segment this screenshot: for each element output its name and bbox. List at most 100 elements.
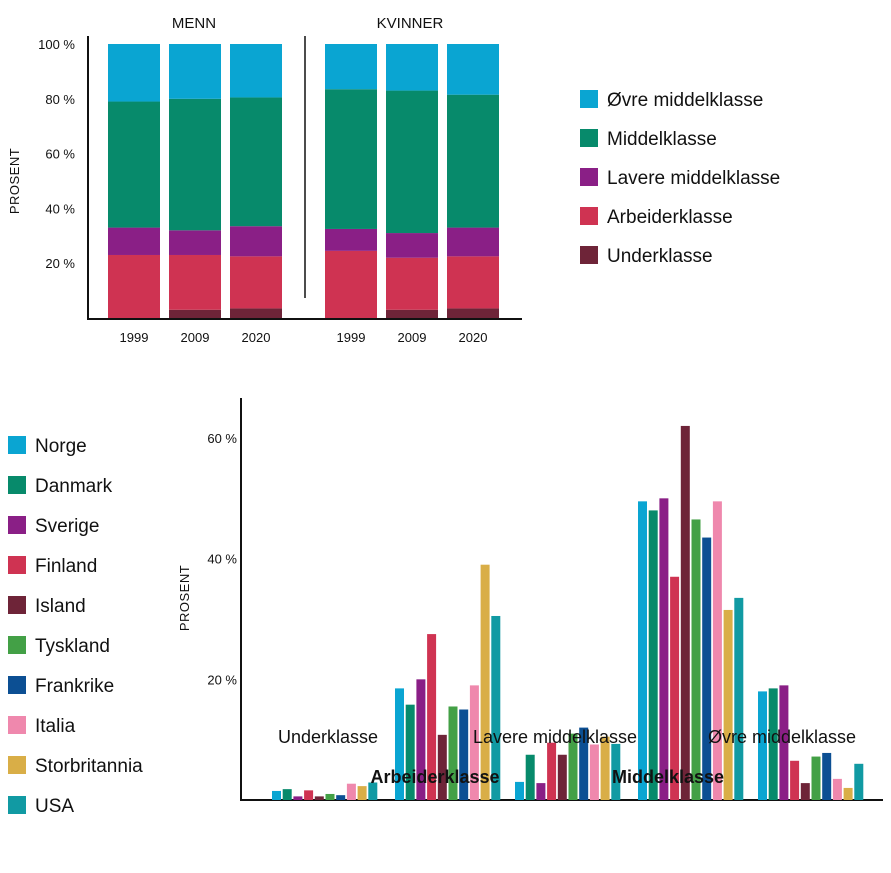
legend-label-italia: Italia [35,716,76,737]
stack-segment-ovre-middelklasse [230,44,282,98]
bar-arbeiderklasse-norge [395,688,404,800]
legend-label-tyskland: Tyskland [35,636,110,657]
stack-segment-lavere-middelklasse [230,226,282,257]
bottom-ytick-label: 40 % [207,552,237,567]
legend-swatch-ovre-middelklasse [580,90,598,108]
stack-segment-lavere-middelklasse [386,233,438,258]
stack-segment-ovre-middelklasse [325,44,377,90]
top-xtick-label: 1999 [120,330,149,345]
legend-swatch-finland [8,556,26,574]
legend-swatch-storbritannia [8,756,26,774]
category-label-underklasse: Underklasse [278,727,378,747]
bottom-grouped-chart: PROSENT 20 % 40 % 60 % Underklasse Arbeiderk… [8,398,883,817]
bar-lavere-middelklasse-frankrike [579,727,589,800]
legend-swatch-middelklasse [580,129,598,147]
legend-swatch-italia [8,716,26,734]
stack-segment-arbeiderklasse [108,254,160,318]
legend-swatch-arbeiderklasse [580,207,598,225]
bar-lavere-middelklasse-italia [589,744,599,800]
bar-middelklasse-usa [734,597,744,800]
stack-segment-arbeiderklasse [325,250,377,318]
bar-lavere-middelklasse-storbritannia [600,736,610,800]
stack-segment-arbeiderklasse [230,256,282,309]
stack-segment-middelklasse [325,89,377,229]
top-xtick-label: 2020 [242,330,271,345]
stack-segment-middelklasse [447,94,499,228]
legend-swatch-norge [8,436,26,454]
stack-segment-ovre-middelklasse [447,44,499,95]
legend-label-middelklasse: Middelklasse [607,129,717,150]
bar-middelklasse-storbritannia [723,609,733,800]
stack-segment-ovre-middelklasse [108,44,160,102]
bar-middelklasse-tyskland [691,519,701,800]
stack-segment-middelklasse [169,98,221,231]
stack-segment-underklasse [230,308,282,318]
bar-ovre-middelklasse-usa [854,763,864,800]
bar-lavere-middelklasse-finland [547,742,557,800]
top-xtick-label: 2009 [398,330,427,345]
bar-middelklasse-frankrike [702,537,712,800]
bar-arbeiderklasse-island [437,734,447,800]
legend-label-danmark: Danmark [35,476,113,497]
bar-lavere-middelklasse-danmark [525,754,535,800]
top-ytick-label: 20 % [45,256,75,271]
legend-swatch-frankrike [8,676,26,694]
category-label-middelklasse: Middelklasse [612,767,724,787]
legend-label-frankrike: Frankrike [35,676,114,697]
category-label-arbeiderklasse: Arbeiderklasse [370,767,499,787]
stack-segment-arbeiderklasse [169,254,221,310]
legend-swatch-usa [8,796,26,814]
bar-ovre-middelklasse-norge [758,691,767,800]
top-xtick-label: 2009 [181,330,210,345]
bar-underklasse-norge [272,790,281,800]
stack-segment-lavere-middelklasse [325,228,377,251]
bar-underklasse-finland [304,790,314,800]
legend-label-finland: Finland [35,556,97,577]
legend-label-usa: USA [35,796,74,817]
stack-segment-underklasse [447,308,499,318]
bar-underklasse-island [314,796,324,800]
bar-underklasse-tyskland [325,793,335,800]
bar-middelklasse-finland [670,576,680,800]
stack-segment-ovre-middelklasse [169,44,221,99]
bar-arbeiderklasse-storbritannia [480,564,490,800]
category-label-ovre-middelklasse: Øvre middelklasse [708,727,856,747]
stack-segment-ovre-middelklasse [386,44,438,91]
legend-label-lavere-middelklasse: Lavere middelklasse [607,168,780,189]
bar-ovre-middelklasse-storbritannia [843,787,853,800]
legend-label-sverige: Sverige [35,516,99,537]
legend-swatch-tyskland [8,636,26,654]
bar-ovre-middelklasse-tyskland [811,756,821,800]
legend-swatch-island [8,596,26,614]
group-title-kvinner: KVINNER [377,15,444,32]
bar-underklasse-italia [346,783,356,800]
stack-segment-middelklasse [108,101,160,228]
top-xtick-label: 2020 [459,330,488,345]
bar-ovre-middelklasse-finland [790,760,800,800]
bottom-ytick-label: 20 % [207,672,237,687]
stack-segment-middelklasse [386,90,438,234]
bar-lavere-middelklasse-usa [611,743,621,800]
stack-segment-arbeiderklasse [386,257,438,310]
bar-middelklasse-island [680,425,690,800]
stack-segment-lavere-middelklasse [108,227,160,255]
top-stacked-chart: PROSENT MENN KVINNER 20 % 40 % 60 % 80 % 100… [7,15,780,345]
bar-arbeiderklasse-frankrike [459,709,469,800]
legend-swatch-underklasse [580,246,598,264]
stack-segment-lavere-middelklasse [169,230,221,255]
bar-lavere-middelklasse-island [557,754,567,800]
bar-arbeiderklasse-italia [469,685,479,800]
top-ytick-label: 80 % [45,92,75,107]
bar-arbeiderklasse-usa [491,615,501,800]
legend-label-norge: Norge [35,436,87,457]
stack-segment-arbeiderklasse [447,256,499,309]
bar-middelklasse-norge [638,501,647,800]
bar-underklasse-danmark [282,789,292,800]
top-ytick-label: 100 % [38,37,75,52]
bar-underklasse-sverige [293,796,303,800]
legend-swatch-sverige [8,516,26,534]
top-chart-ylabel: PROSENT [7,148,22,214]
stack-segment-lavere-middelklasse [447,227,499,257]
bar-underklasse-storbritannia [357,786,367,800]
legend-swatch-lavere-middelklasse [580,168,598,186]
